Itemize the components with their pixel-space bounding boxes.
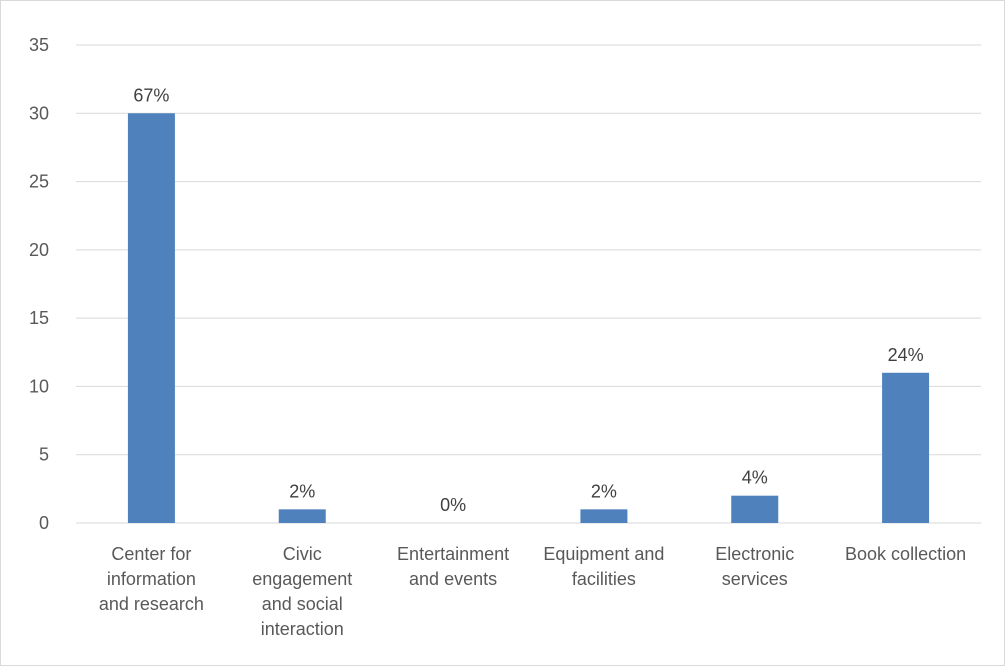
gridlines bbox=[76, 44, 981, 524]
y-tick-label: 20 bbox=[29, 240, 49, 260]
category-label: Equipment and facilities bbox=[543, 544, 664, 589]
data-label: 2% bbox=[289, 481, 315, 501]
category-label-line: Center for bbox=[111, 544, 191, 564]
category-label-line: Book collection bbox=[845, 544, 966, 564]
y-tick-label: 10 bbox=[29, 376, 49, 396]
y-axis-ticks: 0 5 10 15 20 25 30 35 bbox=[29, 35, 49, 533]
category-label: Entertainment and events bbox=[397, 544, 509, 589]
data-label: 2% bbox=[591, 481, 617, 501]
category-label-line: interaction bbox=[261, 619, 344, 639]
data-label: 4% bbox=[742, 468, 768, 488]
bar bbox=[731, 495, 779, 523]
y-tick-label: 15 bbox=[29, 308, 49, 328]
bar bbox=[580, 509, 628, 523]
category-label: Book collection bbox=[845, 544, 966, 564]
category-label-line: Entertainment bbox=[397, 544, 509, 564]
category-label-line: information bbox=[107, 569, 196, 589]
category-label-line: Electronic bbox=[715, 544, 794, 564]
category-label-line: Civic bbox=[283, 544, 322, 564]
category-label-line: and social bbox=[262, 594, 343, 614]
category-label-line: services bbox=[722, 569, 788, 589]
data-labels: 67% 2% 0% 2% 4% 24% bbox=[133, 85, 923, 515]
category-label-line: engagement bbox=[252, 569, 352, 589]
y-tick-label: 30 bbox=[29, 103, 49, 123]
bar bbox=[882, 372, 930, 523]
bars bbox=[127, 113, 930, 524]
data-label: 0% bbox=[440, 495, 466, 515]
category-label: Center for information and research bbox=[99, 544, 204, 614]
category-label-line: Equipment and bbox=[543, 544, 664, 564]
data-label: 24% bbox=[888, 345, 924, 365]
y-tick-label: 35 bbox=[29, 35, 49, 55]
bar bbox=[127, 113, 175, 524]
category-label-line: facilities bbox=[572, 569, 636, 589]
category-label: Electronic services bbox=[715, 544, 794, 589]
bar bbox=[278, 509, 326, 523]
x-axis-categories: Center for information and research Civic en… bbox=[99, 544, 966, 639]
y-tick-label: 0 bbox=[39, 513, 49, 533]
y-tick-label: 5 bbox=[39, 445, 49, 465]
data-label: 67% bbox=[133, 85, 169, 105]
category-label-line: and events bbox=[409, 569, 497, 589]
y-tick-label: 25 bbox=[29, 172, 49, 192]
category-label-line: and research bbox=[99, 594, 204, 614]
category-label: Civic engagement and social interaction bbox=[252, 544, 352, 639]
